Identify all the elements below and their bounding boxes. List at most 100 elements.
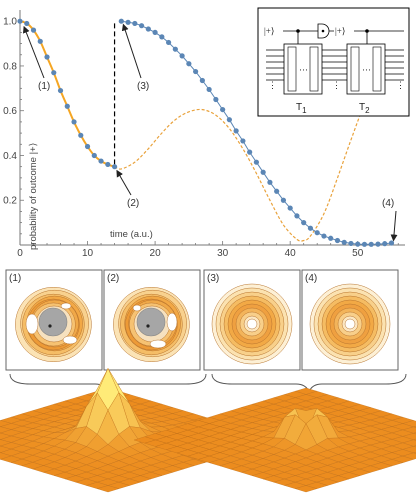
contour-lobe [60,302,72,310]
state-bg-1 [263,24,283,38]
contour-lobe [166,312,178,332]
data-point [375,241,381,247]
data-point [172,46,178,52]
annotation-label: (2) [127,198,139,209]
data-point [307,225,314,231]
data-point [206,86,212,93]
annotation-label: (3) [137,81,149,92]
state-bg-2 [334,24,354,38]
surface-patch [412,438,416,441]
contour-panels: (1) (2) (3) (4) [5,269,399,371]
data-point [44,54,50,60]
panel-label: (1) [9,273,21,284]
data-point [388,240,395,246]
data-point [84,143,91,150]
y-tick-label: 0.6 [3,106,17,117]
surface-patch [294,485,318,493]
chart-annotations: (1) (2) (3) (4) [22,23,398,242]
surface-patch [412,451,416,454]
data-point [382,241,388,247]
x-axis-label: time (a.u.) [110,229,153,240]
x-tick-label: 30 [217,248,229,259]
state-label-1: |+⟩ [264,26,274,36]
data-point [78,132,84,138]
surface-patch [412,425,416,428]
ellipsis-1: ··· [299,65,308,75]
data-point [57,87,64,94]
data-point [30,27,37,33]
probability-chart: 0 10 20 30 40 500.20.40.60.81.0 (1)(2)(3)(4) … [3,10,405,259]
panel-label: (3) [207,273,219,284]
data-point [226,117,232,123]
x-tick-label: 50 [352,248,364,259]
grey-disk [38,307,68,337]
contour-panel-4: (4) [301,269,399,371]
data-point [355,241,361,247]
data-point [159,34,165,40]
dots-mid: ⋮ [332,80,341,90]
y-tick-label: 0.4 [3,151,17,162]
data-point [253,159,260,165]
chart-series [17,18,402,247]
data-point [24,20,30,27]
x-tick-label: 0 [17,248,23,259]
data-point [91,152,97,159]
dots-left: ⋮ [268,80,277,90]
panel-label: (2) [107,273,119,284]
ellipsis-2: ··· [362,65,371,75]
data-point [152,29,158,35]
data-point [186,61,192,67]
data-point [118,18,124,24]
surface-patch [412,445,416,448]
data-point [220,106,226,113]
x-tick-label: 10 [82,248,94,259]
data-point [71,119,77,125]
contour-panel-1: (1) [5,269,103,371]
data-point [341,239,347,245]
contour-lobe [132,304,142,312]
data-point [348,240,354,247]
panel-label: (4) [305,273,317,284]
data-point [267,179,273,185]
data-point [213,96,219,103]
data-point [247,149,253,155]
data-point [105,161,111,168]
y-tick-label: 0.8 [3,61,17,72]
series-orange-dashed [114,49,402,242]
data-point [98,158,104,164]
contour-lobe [62,335,78,345]
contour-ring [246,318,258,330]
center-dot [146,324,150,328]
measurement-icon [317,23,330,39]
block-label-t1: T1 [296,102,307,115]
chart-axes: 0 10 20 30 40 50 0.2 0.4 0.6 0.8 1.0 [3,10,405,259]
data-point [280,197,287,203]
data-point [361,241,368,247]
data-point [328,235,334,241]
data-point [314,230,320,236]
y-tick-label: 1.0 [3,17,17,28]
annotation-label: (4) [382,198,394,209]
data-point [193,68,199,75]
contour-lobe [149,339,167,349]
x-tick-label: 40 [285,248,297,259]
wigner-surface-right [133,387,416,493]
control-dot-1 [296,29,300,33]
data-point [51,70,57,76]
data-point [111,164,118,170]
data-point [274,188,280,194]
data-point [17,18,23,24]
annotation-arrow [116,169,132,196]
data-point [294,213,300,219]
data-point [301,220,307,226]
data-point [199,77,205,84]
data-point [368,241,374,247]
gate-block-t2: ··· [346,43,386,95]
data-point [145,26,151,32]
contour-panel-3: (3) [203,269,301,371]
annotation-label: (1) [38,81,50,92]
grey-disk [136,307,166,337]
center-dot [48,324,52,328]
data-point [64,103,70,109]
